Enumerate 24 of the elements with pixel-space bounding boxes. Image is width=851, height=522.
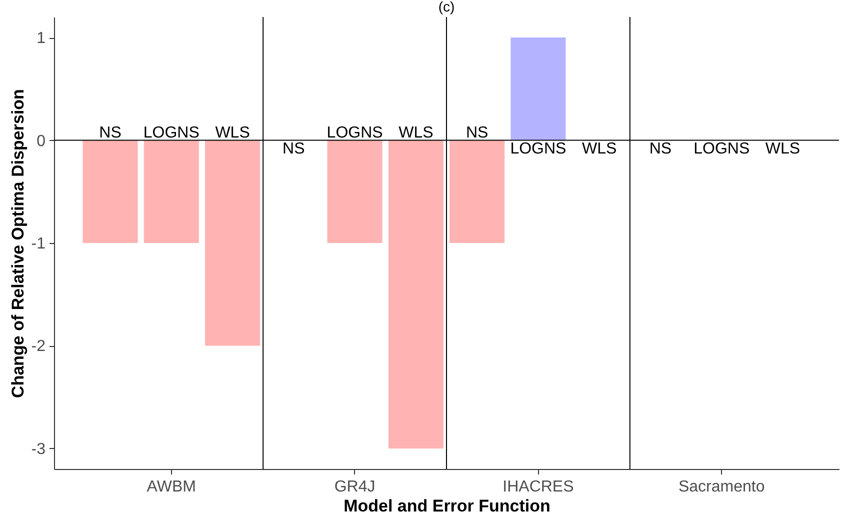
series-label: LOGNS: [143, 124, 200, 142]
y-tick-label: -1: [31, 236, 46, 252]
text: LOGNS: [326, 124, 383, 142]
y-tick-label: -3: [31, 440, 46, 458]
text: WLS: [582, 140, 617, 158]
y-axis-title: Change of Relative Optima Dispersion: [8, 89, 28, 398]
text: NS: [649, 140, 672, 158]
text: LOGNS: [694, 140, 750, 158]
y-tick-label: -2: [31, 338, 46, 356]
x-axis-title: Model and Error Function: [344, 496, 550, 516]
x-tick-label: AWBM: [146, 478, 196, 496]
text: LOGNS: [510, 140, 566, 158]
y-tick-label: 0: [36, 132, 46, 150]
chart-title: (c): [438, 0, 455, 14]
text: NS: [466, 124, 488, 142]
series-label: NS: [99, 124, 122, 142]
y-tick-label: 1: [36, 30, 46, 48]
x-tick-label: Sacramento: [678, 478, 765, 496]
text: NS: [282, 140, 305, 158]
text: WLS: [765, 140, 800, 158]
x-tick-label: IHACRES: [502, 478, 574, 496]
x-tick-label: GR4J: [334, 478, 376, 496]
text: WLS: [398, 124, 434, 142]
series-label: WLS: [215, 124, 250, 142]
